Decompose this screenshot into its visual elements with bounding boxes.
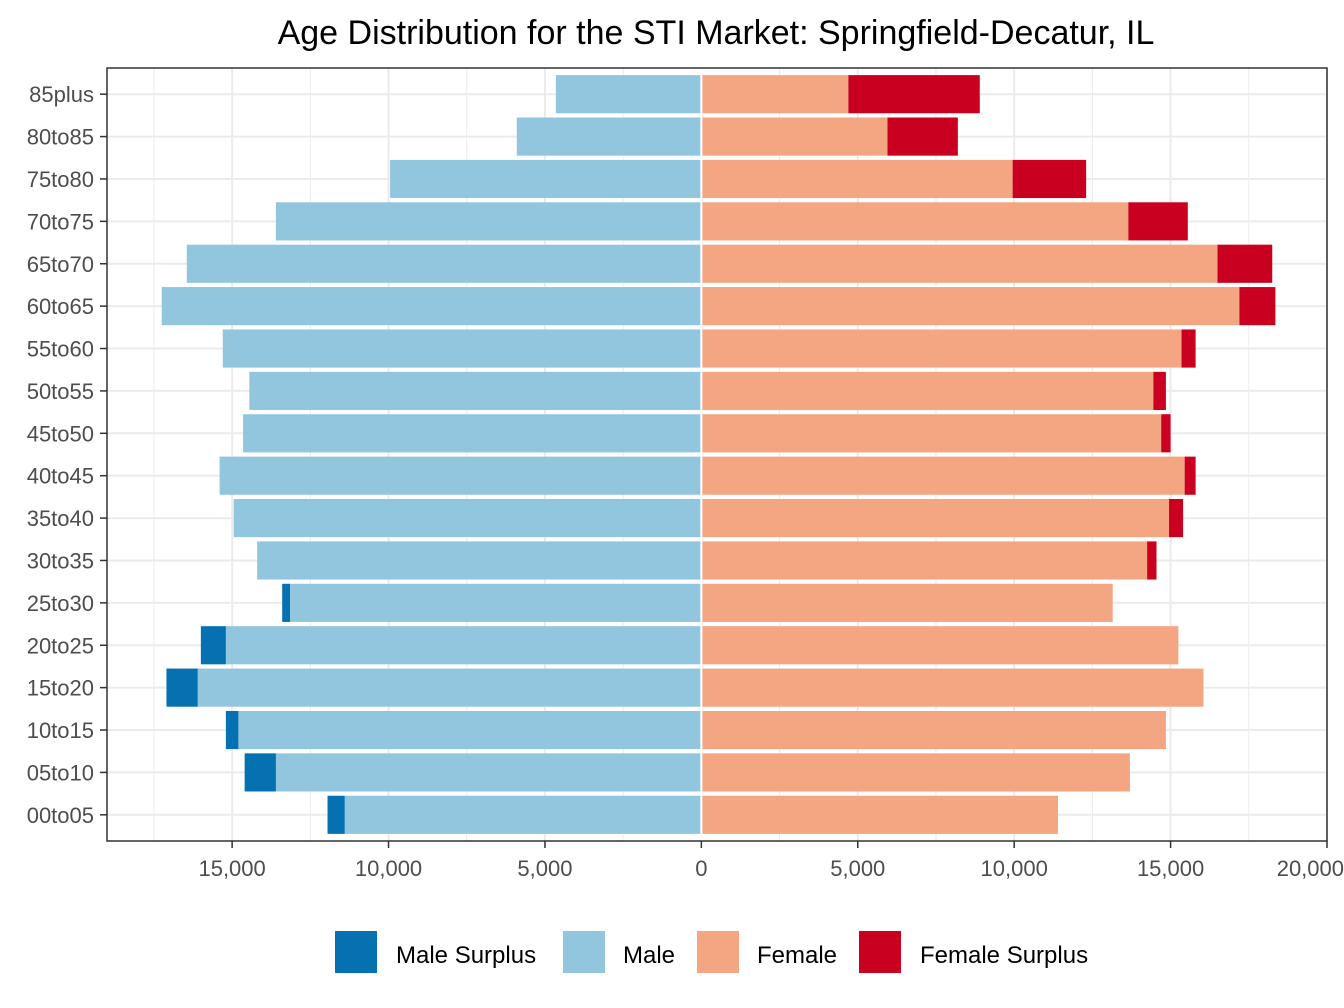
y-tick-label: 85plus — [29, 82, 94, 107]
y-tick-label: 30to35 — [27, 548, 94, 573]
x-tick-label: 10,000 — [981, 856, 1048, 881]
bar-male-surplus — [282, 583, 290, 622]
bar-female — [701, 456, 1185, 495]
bar-male-surplus — [200, 626, 226, 665]
bar-male — [222, 329, 702, 368]
legend: Male Surplus Male Female Female Surplus — [335, 931, 1088, 973]
bar-female-surplus — [1169, 499, 1184, 538]
bar-female — [701, 117, 888, 156]
y-tick-label: 10to15 — [27, 718, 94, 743]
bar-female — [701, 668, 1204, 707]
bar-female — [701, 329, 1182, 368]
bar-male — [275, 202, 702, 241]
bar-female — [701, 414, 1162, 453]
bar-male — [249, 371, 702, 410]
bar-female — [701, 541, 1148, 580]
plot-border — [106, 67, 1328, 842]
x-tick-label: 10,000 — [355, 856, 422, 881]
bar-female-surplus — [848, 75, 980, 114]
bar-female — [701, 583, 1113, 622]
bar-female-surplus — [1239, 287, 1276, 326]
bar-male — [555, 75, 702, 114]
bar-male — [516, 117, 702, 156]
y-tick-label: 35to40 — [27, 506, 94, 531]
y-tick-label: 20to25 — [27, 633, 94, 658]
y-tick-label: 00to05 — [27, 803, 94, 828]
y-tick-label: 75to80 — [27, 167, 94, 192]
bar-female — [701, 710, 1166, 750]
x-tick-label: 15,000 — [1137, 856, 1204, 881]
bar-female — [701, 202, 1129, 241]
bar-male — [290, 583, 702, 622]
bars — [161, 68, 1276, 841]
bar-male — [186, 244, 702, 283]
legend-label: Male — [623, 942, 675, 969]
legend-label: Female — [757, 942, 837, 969]
bar-male — [344, 795, 702, 834]
bar-female-surplus — [1147, 541, 1157, 580]
y-tick-label: 55to60 — [27, 337, 94, 362]
legend-swatch — [335, 931, 377, 973]
bar-male-surplus — [166, 668, 198, 707]
bar-male-surplus — [244, 753, 276, 792]
bar-female-surplus — [1217, 244, 1273, 283]
x-tick-label: 15,000 — [198, 856, 265, 881]
bar-female — [701, 753, 1130, 792]
y-tick-label: 45to50 — [27, 421, 94, 446]
bar-male — [225, 626, 702, 665]
bar-female-surplus — [887, 117, 958, 156]
y-tick-label: 25to30 — [27, 591, 94, 616]
y-tick-label: 70to75 — [27, 209, 94, 234]
x-axis: 15,000 10,000 5,000 0 5,000 10,000 15,000 20,00… — [198, 841, 1344, 881]
y-tick-label: 65to70 — [27, 252, 94, 277]
bar-female — [701, 159, 1013, 199]
y-tick-label: 50to55 — [27, 379, 94, 404]
bar-female-surplus — [1153, 371, 1166, 410]
bar-female — [701, 287, 1240, 326]
bar-female-surplus — [1181, 329, 1196, 368]
legend-label: Male Surplus — [396, 942, 536, 969]
bar-female — [701, 244, 1218, 283]
bar-male-surplus — [327, 795, 345, 834]
bar-female — [701, 75, 849, 114]
legend-swatch — [859, 931, 901, 973]
bar-female — [701, 626, 1179, 665]
y-tick-label: 80to85 — [27, 125, 94, 150]
x-tick-label: 5,000 — [830, 856, 885, 881]
legend-label: Female Surplus — [920, 942, 1088, 969]
x-tick-label: 5,000 — [517, 856, 572, 881]
bar-male — [243, 414, 702, 453]
bar-female-surplus — [1128, 202, 1188, 241]
y-tick-label: 15to20 — [27, 676, 94, 701]
chart-title: Age Distribution for the STI Market: Spr… — [278, 14, 1155, 52]
y-tick-label: 40to45 — [27, 464, 94, 489]
bar-male — [257, 541, 702, 580]
bar-male — [197, 668, 702, 707]
bar-male — [390, 159, 702, 199]
y-tick-label: 60to65 — [27, 294, 94, 319]
bar-female — [701, 371, 1154, 410]
bar-female-surplus — [1184, 456, 1196, 495]
bar-female — [701, 795, 1058, 834]
bar-male — [238, 710, 702, 750]
bar-female — [701, 499, 1170, 538]
bar-female-surplus — [1012, 159, 1087, 199]
y-tick-label: 05to10 — [27, 760, 94, 785]
bar-male — [233, 499, 702, 538]
legend-swatch — [697, 931, 739, 973]
bar-male-surplus — [225, 710, 239, 750]
x-tick-label: 20,000 — [1277, 856, 1344, 881]
bar-male — [161, 287, 702, 326]
bar-male — [219, 456, 702, 495]
bar-male — [275, 753, 702, 792]
x-tick-label: 0 — [695, 856, 707, 881]
y-axis: 00to05 05to10 10to15 15to20 20to25 25to30 30to… — [27, 82, 107, 828]
bar-female-surplus — [1161, 414, 1171, 453]
legend-swatch — [563, 931, 605, 973]
